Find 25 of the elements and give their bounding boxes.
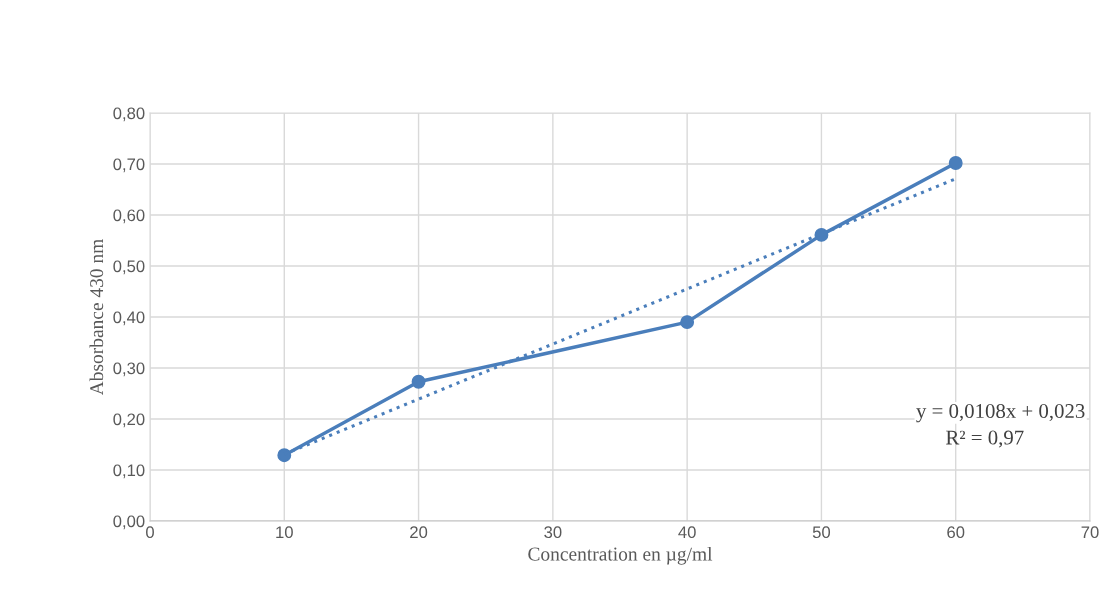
annotation: R² = 0,97 — [946, 430, 1024, 448]
y-tick-label: 0,00 — [113, 515, 145, 530]
y-tick-label: 0,60 — [113, 209, 145, 224]
y-tick-label: 0,20 — [113, 413, 145, 428]
x-tick-label: 20 — [410, 526, 428, 539]
y-tick-label: 0,50 — [113, 260, 145, 275]
x-tick-label: 0 — [146, 526, 154, 539]
x-tick-label: 30 — [544, 526, 562, 539]
x-tick-label: 10 — [276, 526, 293, 539]
point — [948, 156, 963, 170]
x-tick-label: 70 — [1081, 526, 1099, 539]
annotation: y = 0,0108x + 0,023 — [916, 403, 1085, 423]
y-tick-label: 0,70 — [113, 158, 145, 173]
point — [680, 315, 695, 330]
point — [411, 374, 426, 389]
y-tick-label: 0,80 — [113, 107, 145, 122]
x-tick-label: 40 — [678, 526, 696, 539]
x-tick-label: 60 — [947, 526, 965, 539]
x-tick-label: 50 — [812, 526, 831, 539]
point — [277, 448, 292, 463]
x-axis-title: Concentration en µg/ml — [528, 546, 713, 565]
y-axis-title: Absorbance 430 nm — [89, 239, 104, 396]
y-tick-label: 0,30 — [113, 362, 145, 377]
y-tick-label: 0,10 — [113, 464, 145, 479]
y-tick-label: 0,40 — [113, 311, 145, 326]
